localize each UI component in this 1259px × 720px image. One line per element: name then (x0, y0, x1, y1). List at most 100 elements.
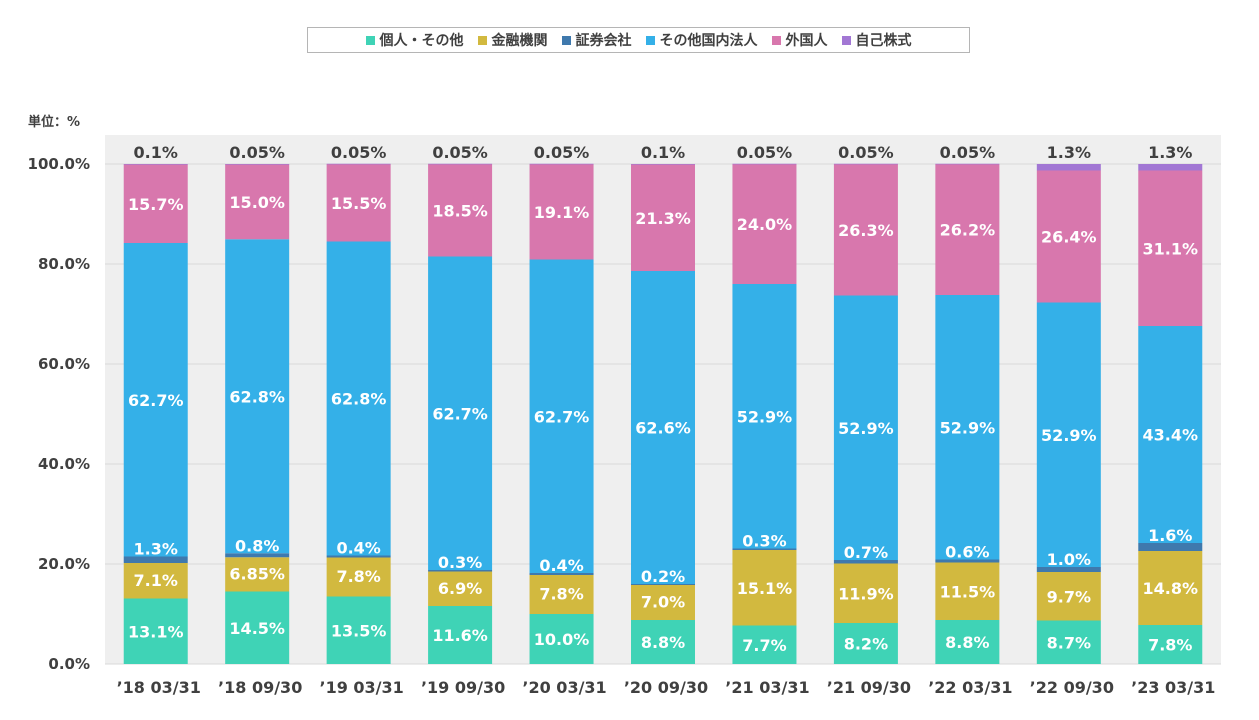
bar-segment (326, 241, 391, 556)
data-label: 43.4% (1143, 426, 1199, 445)
bar-segment (326, 163, 391, 165)
x-tick-label: ’23 03/31 (1131, 678, 1215, 697)
x-tick-label: ’21 03/31 (725, 678, 809, 697)
data-label: 0.05% (534, 143, 590, 162)
y-tick-label: 60.0% (38, 355, 90, 373)
bar-segment (225, 164, 290, 240)
data-label: 0.05% (940, 143, 996, 162)
data-label: 19.1% (534, 203, 590, 222)
data-label: 6.85% (229, 564, 285, 583)
bar-segment (123, 243, 188, 557)
data-label: 13.5% (331, 621, 387, 640)
x-tick-label: ’22 03/31 (928, 678, 1012, 697)
bar-segment (428, 606, 493, 664)
data-label: 1.3% (134, 540, 178, 559)
data-label: 0.1% (134, 143, 178, 162)
bar-segment (123, 164, 188, 243)
bar-segment (833, 623, 898, 664)
data-label: 0.05% (229, 143, 285, 162)
data-label: 7.8% (539, 585, 583, 604)
data-label: 0.3% (438, 553, 482, 572)
data-label: 31.1% (1143, 239, 1199, 258)
bar-segment (123, 598, 188, 664)
data-label: 13.1% (128, 622, 184, 641)
legend-item: その他国内法人 (645, 30, 758, 50)
bar-segment (631, 585, 695, 620)
bar-segment (833, 560, 898, 564)
bar-segment (428, 256, 493, 570)
legend-item: 証券会社 (561, 30, 632, 50)
data-label: 14.8% (1143, 579, 1199, 598)
bar-segment (1036, 620, 1101, 664)
data-label: 7.0% (641, 593, 685, 612)
bar-segment (225, 239, 290, 554)
legend-item: 金融機関 (477, 30, 548, 50)
y-tick-label: 0.0% (48, 655, 90, 673)
legend-label: その他国内法人 (659, 33, 758, 49)
legend-swatch (771, 35, 781, 45)
legend-label: 証券会社 (575, 33, 632, 49)
data-label: 1.6% (1148, 526, 1192, 545)
bar-segment (833, 163, 898, 165)
bar-segment (935, 295, 1000, 560)
legend-swatch (477, 35, 487, 45)
x-tick-label: ’20 09/30 (624, 678, 708, 697)
data-label: 0.1% (641, 143, 685, 162)
bar-segment (326, 164, 391, 242)
data-label: 52.9% (737, 407, 793, 426)
data-label: 11.9% (838, 584, 894, 603)
data-label: 62.8% (331, 390, 387, 409)
bar-segment (935, 620, 1000, 664)
bar-segment (123, 563, 188, 599)
data-label: 52.9% (838, 419, 894, 438)
bar-segment (1036, 302, 1101, 567)
data-label: 8.8% (945, 633, 989, 652)
bar-segment (1036, 572, 1101, 621)
legend-item: 外国人 (771, 30, 828, 50)
bar-segment (123, 164, 188, 165)
legend-label: 個人・その他 (379, 33, 464, 49)
bar-segment (935, 164, 1000, 295)
bar-segment (123, 556, 188, 563)
legend-item: 個人・その他 (365, 30, 464, 50)
x-tick-label: ’19 03/31 (319, 678, 403, 697)
data-label: 62.7% (128, 391, 184, 410)
data-label: 0.05% (432, 143, 488, 162)
data-label: 0.05% (737, 143, 793, 162)
data-label: 14.5% (229, 619, 285, 638)
data-label: 0.4% (539, 556, 583, 575)
data-label: 0.8% (235, 536, 279, 555)
y-tick-label: 80.0% (38, 255, 90, 273)
bar-segment (529, 164, 594, 260)
data-label: 1.3% (1047, 143, 1091, 162)
bar-segment (225, 164, 290, 165)
x-tick-label: ’18 09/30 (218, 678, 302, 697)
data-label: 18.5% (432, 201, 488, 220)
data-label: 26.3% (838, 221, 894, 240)
data-label: 8.8% (641, 633, 685, 652)
data-label: 62.6% (635, 419, 691, 438)
bar-segment (732, 625, 797, 664)
bar-segment (529, 573, 594, 575)
data-label: 26.2% (940, 221, 996, 240)
data-label: 15.7% (128, 195, 184, 214)
data-label: 7.1% (134, 571, 178, 590)
data-label: 0.6% (945, 543, 989, 562)
legend-swatch (365, 35, 375, 45)
bar-segment (1138, 625, 1203, 664)
x-tick-label: ’18 03/31 (117, 678, 201, 697)
bar-segment (225, 591, 290, 664)
bar-segment (732, 548, 797, 550)
data-label: 9.7% (1047, 587, 1091, 606)
bar-segment (631, 164, 695, 165)
bar-segment (631, 584, 695, 585)
y-tick-label: 100.0% (28, 155, 90, 173)
data-label: 1.0% (1047, 550, 1091, 569)
bar-segment (833, 164, 898, 296)
data-label: 21.3% (635, 209, 691, 228)
bar-segment (428, 570, 493, 572)
data-label: 11.6% (432, 626, 488, 645)
bar-segment (1036, 567, 1101, 572)
bar-segment (833, 563, 898, 623)
